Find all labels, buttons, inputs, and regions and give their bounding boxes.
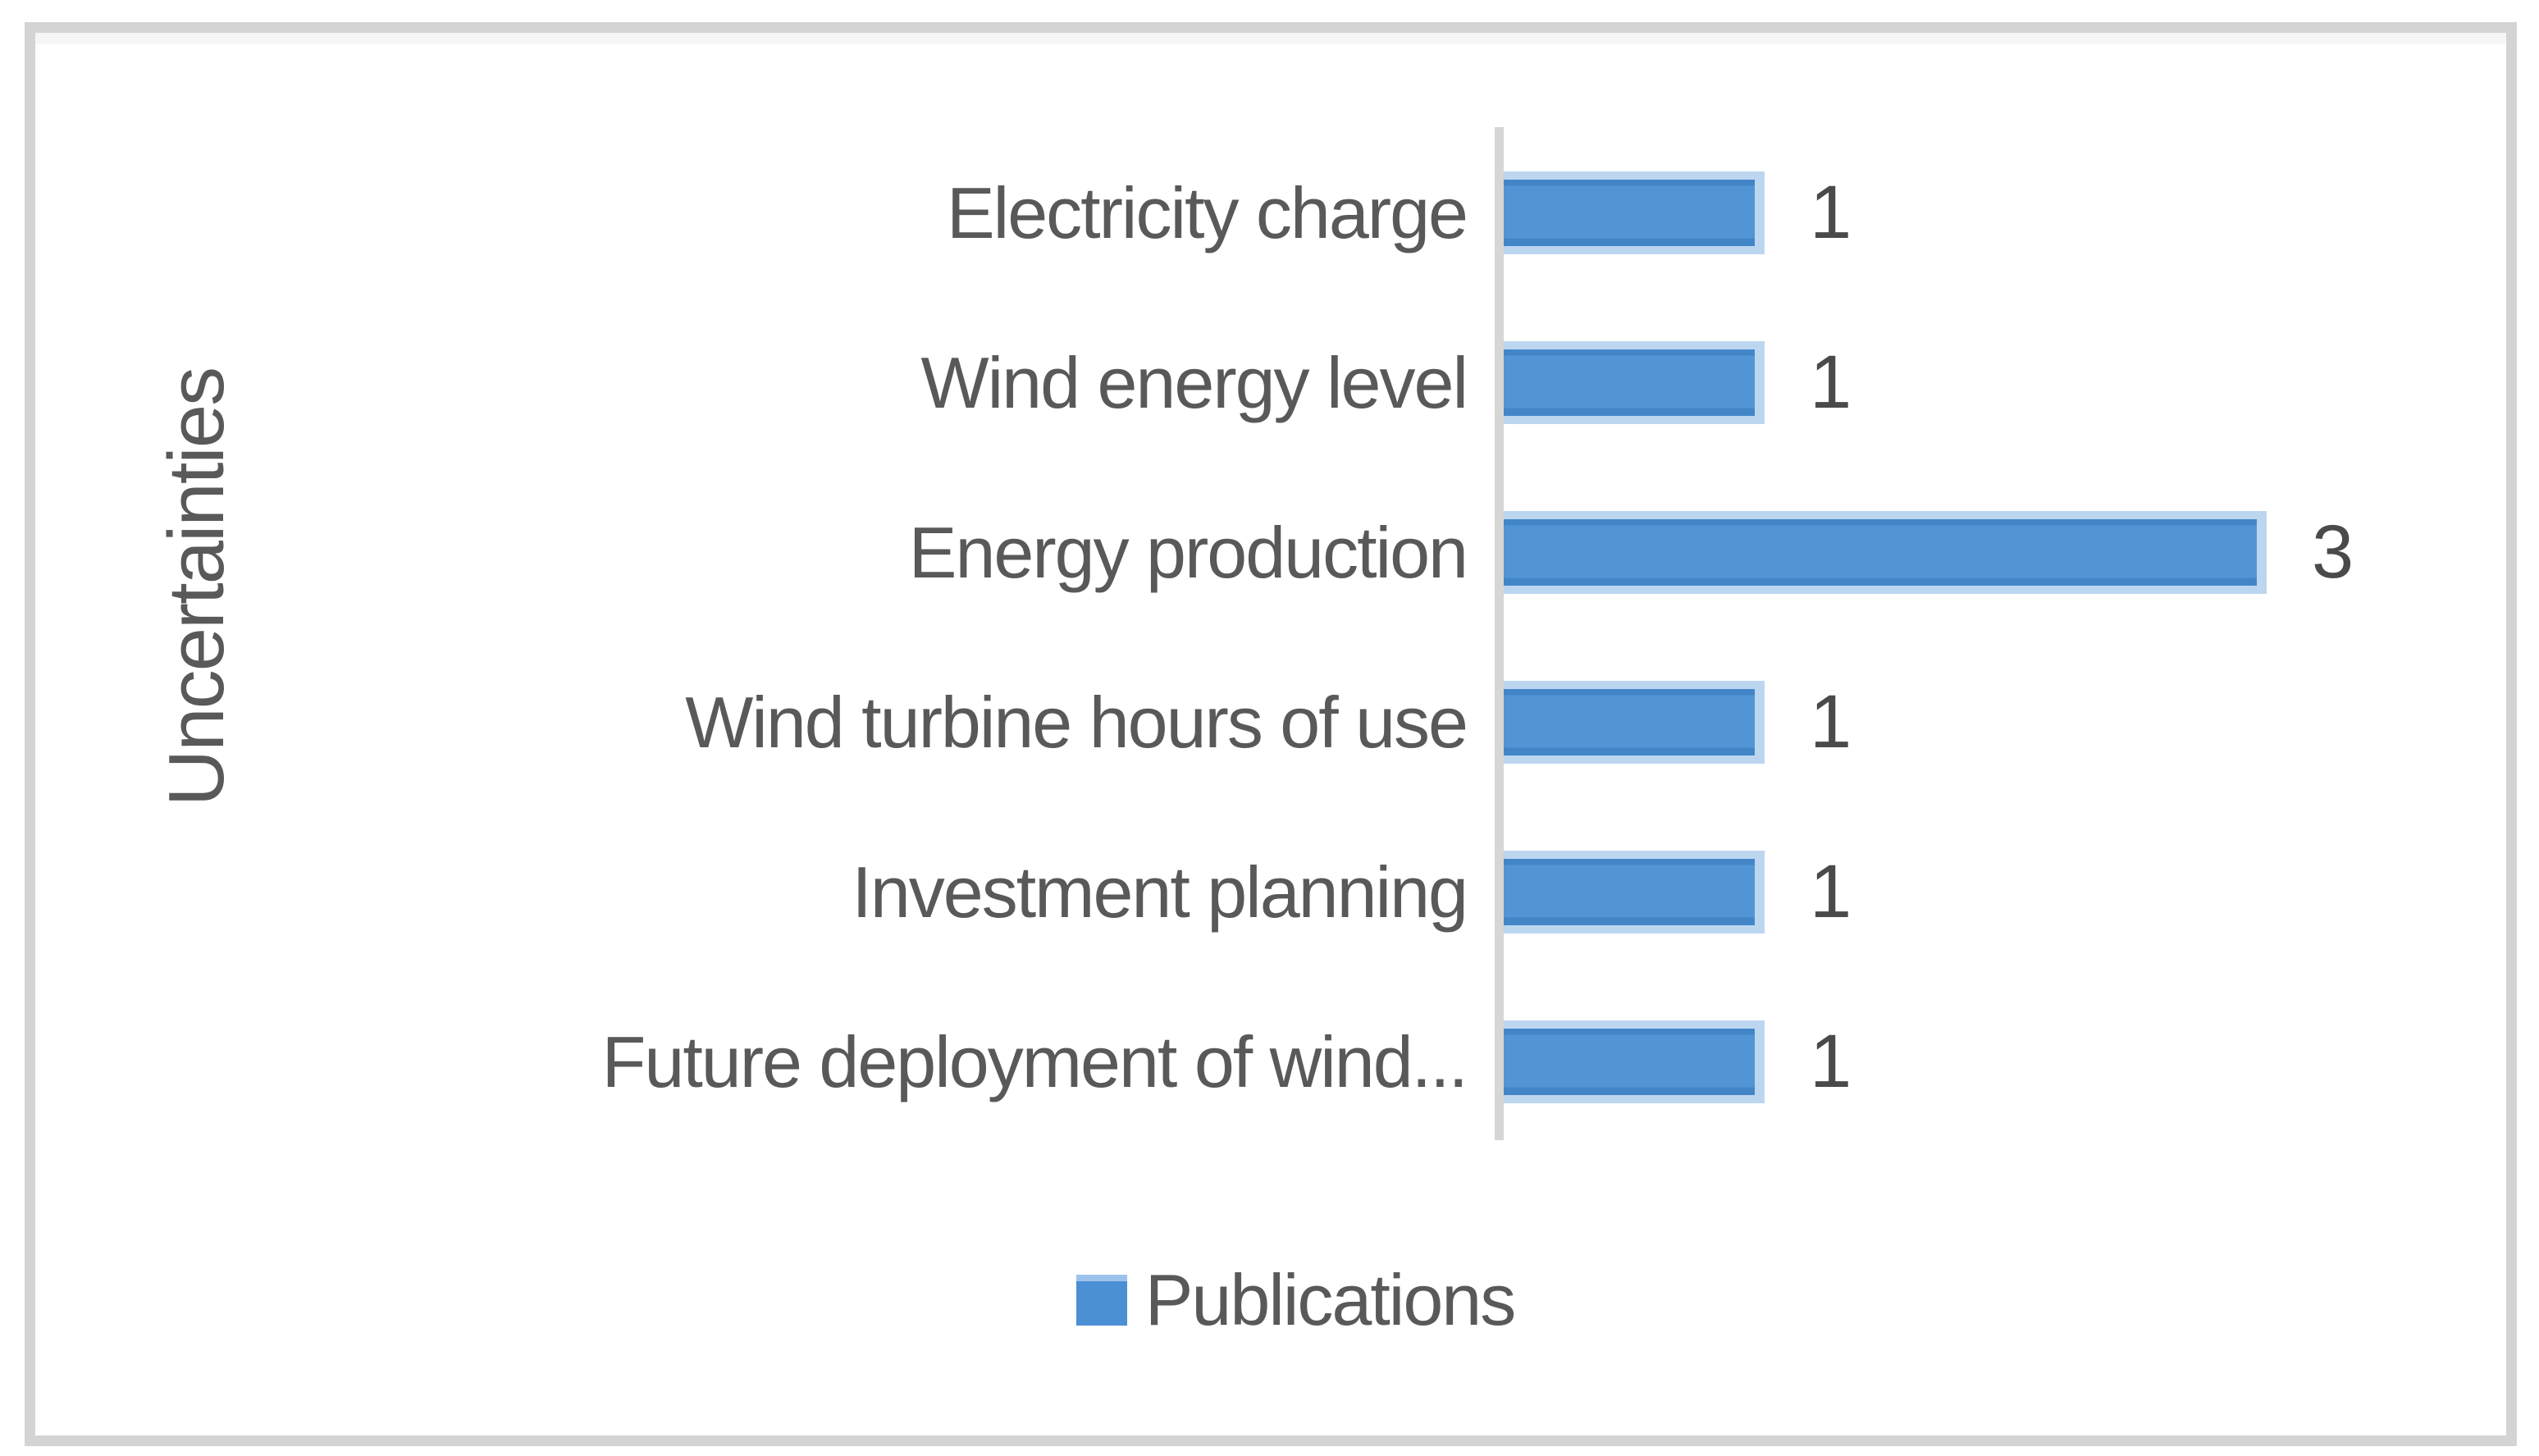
category-label: Wind turbine hours of use [685,682,1468,763]
category-row: Energy production 3 [35,468,2506,637]
category-row: Electricity charge 1 [35,128,2506,298]
bar-fill [1504,1029,1755,1095]
category-label: Energy production [908,512,1468,593]
category-row: Wind turbine hours of use 1 [35,637,2506,807]
y-axis-line [1495,127,1504,1140]
bar-rows: Electricity charge 1 Wind energy level 1 Ene… [35,128,2506,1147]
legend-swatch-icon [1075,1275,1127,1326]
bar [1504,511,2267,594]
bar-fill [1504,349,1755,416]
category-row: Wind energy level 1 [35,298,2506,468]
bar-fill [1504,519,2257,586]
category-label: Electricity charge [946,172,1468,253]
bar [1504,851,1765,933]
category-row: Future deployment of wind... 1 [35,977,2506,1147]
value-label: 1 [1810,171,1852,254]
chart-frame: Uncertainties Electricity charge 1 Wind en… [25,22,2517,1446]
frame-inner-strip [35,33,2506,44]
category-label: Investment planning [852,851,1468,933]
bar [1504,681,1765,764]
value-label: 1 [1810,1020,1852,1103]
bar-fill [1504,180,1755,246]
category-label: Future deployment of wind... [601,1021,1468,1102]
bar [1504,1020,1765,1103]
legend-label: Publications [1144,1259,1517,1340]
bar [1504,171,1765,254]
bar-fill [1504,859,1755,925]
bar-fill [1504,689,1755,755]
value-label: 3 [2312,510,2354,594]
legend: Publications [60,1255,2531,1345]
bar [1504,341,1765,424]
value-label: 1 [1810,680,1852,764]
value-label: 1 [1810,850,1852,933]
value-label: 1 [1810,340,1852,424]
category-row: Investment planning 1 [35,807,2506,977]
category-label: Wind energy level [920,342,1468,423]
